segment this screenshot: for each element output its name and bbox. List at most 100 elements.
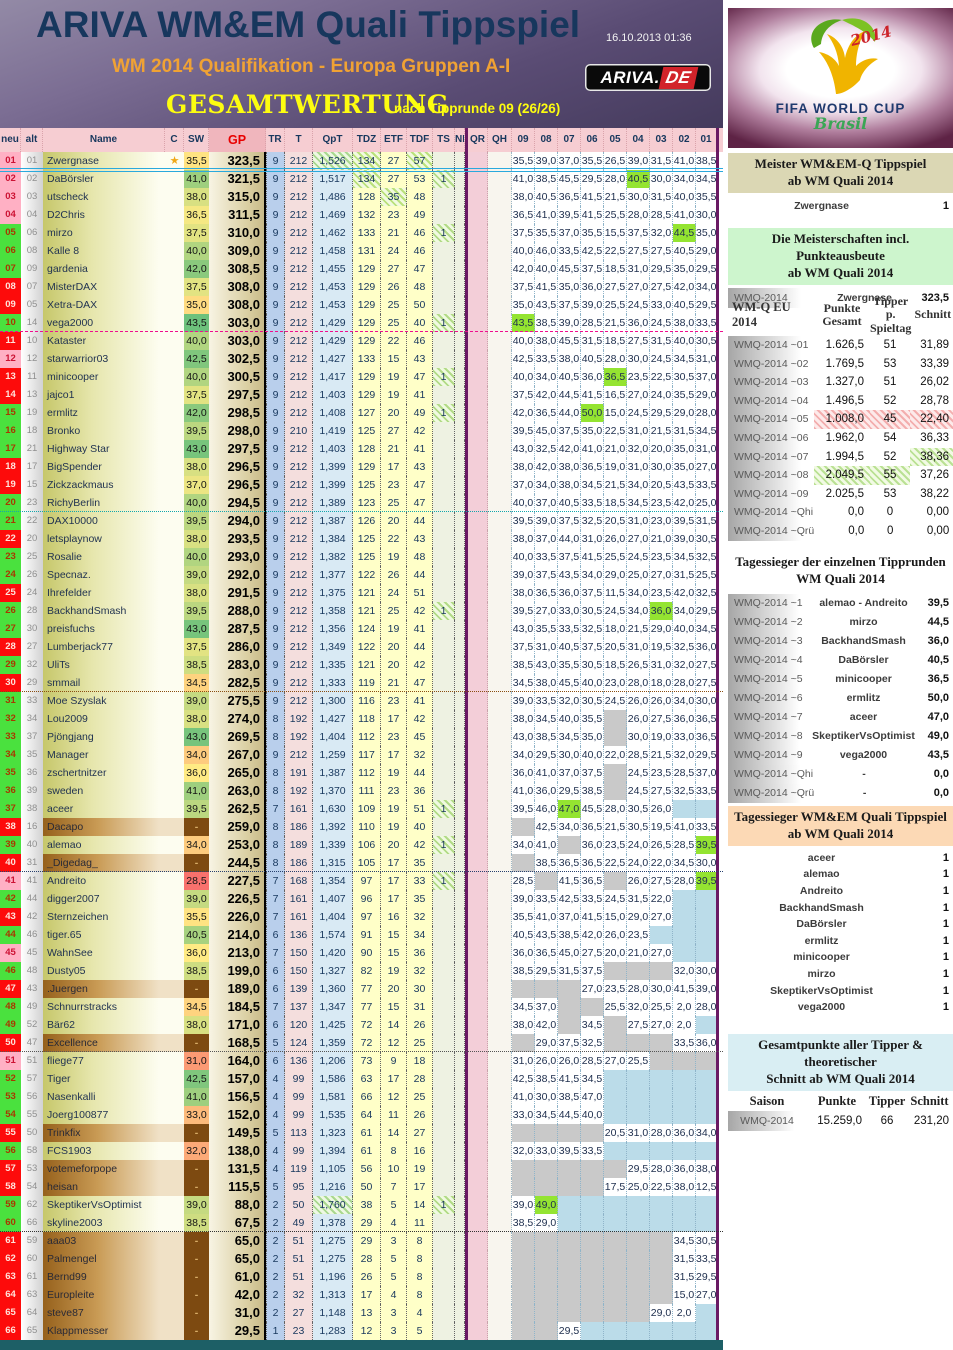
round-score-cell <box>558 1124 581 1142</box>
etf-cell: 27 <box>381 422 407 440</box>
etf-cell: 3 <box>381 1322 407 1340</box>
total-points-cell: 293,0 <box>209 548 266 566</box>
np-cell <box>455 836 465 854</box>
table-row: 24 26 Specnaz. 39,0 292,0 9 212 1,377 122 26 44 39,… <box>0 566 723 584</box>
rounds-played-cell: 9 <box>266 620 285 638</box>
round-score-cell: 42,0 <box>558 440 581 458</box>
round-score-cell: 43,5 <box>673 476 696 494</box>
qr-cell <box>465 296 488 314</box>
round-score-cell: 28,0 <box>627 674 650 692</box>
points-per-tip-cell: 1,458 <box>313 242 353 260</box>
round-score-cell: 36,0 <box>512 944 535 962</box>
rank-new-cell: 18 <box>0 458 21 476</box>
round-score-cell: 33,5 <box>558 242 581 260</box>
etf-cell: 12 <box>381 1034 407 1052</box>
round-score-cell <box>558 1016 581 1034</box>
np-cell <box>455 296 465 314</box>
round-score-cell: 37,5 <box>581 584 604 602</box>
round-score-cell: 40,0 <box>512 494 535 512</box>
rank-old-cell: 33 <box>21 692 43 710</box>
etf-cell: 15 <box>381 350 407 368</box>
meisterschaften-box: Die Meisterschaften incl. Punkteausbeute… <box>728 228 953 308</box>
round-score-cell: 37,5 <box>535 566 558 584</box>
round-score-cell: 44,0 <box>558 530 581 548</box>
round-score-cell: 30,0 <box>650 980 673 998</box>
round-score-cell <box>604 710 627 728</box>
rounds-played-cell: 4 <box>266 1106 285 1124</box>
rank-old-cell: 65 <box>21 1322 43 1340</box>
round-score-cell: 39,5 <box>512 800 535 818</box>
qh-cell <box>488 1214 512 1232</box>
leader-star-icon <box>165 1088 184 1106</box>
rounds-played-cell: 9 <box>266 656 285 674</box>
round-score-cell <box>650 1286 673 1304</box>
leader-star-icon <box>165 494 184 512</box>
tdf-cell: 34 <box>407 926 433 944</box>
rank-old-cell: 04 <box>21 206 43 224</box>
qr-cell <box>465 1268 488 1286</box>
column-header-alt: alt <box>21 128 43 152</box>
round-score-cell: 38,0 <box>512 1016 535 1034</box>
round-score-cell: 19,0 <box>604 458 627 476</box>
leader-star-icon <box>165 1106 184 1124</box>
rank-new-cell: 65 <box>0 1304 21 1322</box>
qr-cell <box>465 422 488 440</box>
winner-score: 50,0 <box>927 691 949 704</box>
qh-cell <box>488 242 512 260</box>
round-wins-cell <box>433 1070 455 1088</box>
table-row: 08 07 MisterDAX 37,5 308,0 9 212 1,453 129 26 48 37… <box>0 278 723 296</box>
last-round-score-cell: - <box>184 854 209 872</box>
player-name-cell: Ihrefelder <box>43 584 165 602</box>
tippers-cell: 55 <box>870 466 910 485</box>
leader-star-icon <box>165 836 184 854</box>
round-score-cell: 29,0 <box>535 1214 558 1232</box>
last-round-score-cell: 40,0 <box>184 242 209 260</box>
points-per-tip-cell: 1,455 <box>313 260 353 278</box>
round-score-cell: 37,0 <box>558 908 581 926</box>
etf-cell: 23 <box>381 476 407 494</box>
round-score-cell: 34,0 <box>627 602 650 620</box>
qh-cell <box>488 890 512 908</box>
etf-cell: 4 <box>381 1214 407 1232</box>
tdf-cell: 8 <box>407 1286 433 1304</box>
rank-old-cell: 26 <box>21 566 43 584</box>
tdf-cell: 42 <box>407 602 433 620</box>
last-round-score-cell: 39,5 <box>184 800 209 818</box>
round-score-cell: 33,0 <box>558 602 581 620</box>
points-per-tip-cell: 1,105 <box>313 1160 353 1178</box>
round-score-cell: 35,5 <box>512 908 535 926</box>
round-score-cell: 37,5 <box>627 224 650 242</box>
tdf-cell: 42 <box>407 710 433 728</box>
leaderboard-table: 01 01 Zwergnase ★ 35,5 323,5 9 212 1,526 134 27 57 3… <box>0 152 723 1340</box>
rank-old-cell: 28 <box>21 602 43 620</box>
round-winner-row: WMQ-2014 ~6 ermlitz 50,0 <box>728 688 953 708</box>
tips-cell: 212 <box>285 548 313 566</box>
table-row: 03 03 utscheck 38,0 315,0 9 212 1,486 128 35 48 38,… <box>0 188 723 206</box>
round-score-cell: 29,0 <box>673 404 696 422</box>
round-score-cell: 31,0 <box>627 458 650 476</box>
round-score-cell <box>512 1250 535 1268</box>
player-name-cell: tiger.65 <box>43 926 165 944</box>
tdf-cell: 48 <box>407 548 433 566</box>
total-points-cell: 310,0 <box>209 224 266 242</box>
np-cell <box>455 926 465 944</box>
round-score-cell: 43,5 <box>512 314 535 332</box>
table-row: 16 18 Bronko 39,5 298,0 9 210 1,419 125 27 42 39,5 4… <box>0 422 723 440</box>
table-row: 15 19 ermlitz 42,0 298,5 9 212 1,408 127 20 49 1 42,… <box>0 404 723 422</box>
round-score-cell: 37,5 <box>581 764 604 782</box>
rank-old-cell: 57 <box>21 1070 43 1088</box>
round-score-cell: 18,5 <box>604 494 627 512</box>
np-cell <box>455 476 465 494</box>
round-score-cell: 30,0 <box>558 746 581 764</box>
round-label: WMQ-2014 ~6 <box>728 688 812 708</box>
etf-cell: 21 <box>381 224 407 242</box>
round-score-cell: 27,0 <box>650 908 673 926</box>
player-name-cell: MisterDAX <box>43 278 165 296</box>
player-name-cell: Kalle 8 <box>43 242 165 260</box>
round-score-cell: 38,0 <box>535 332 558 350</box>
total-points-cell: 214,0 <box>209 926 266 944</box>
tdz-cell: 123 <box>353 494 381 512</box>
wmq-stats-row: WMQ-2014 ~09 2.025,5 53 38,22 <box>728 484 953 504</box>
round-score-cell: 27,5 <box>696 656 719 674</box>
round-score-cell: 41,5 <box>535 278 558 296</box>
